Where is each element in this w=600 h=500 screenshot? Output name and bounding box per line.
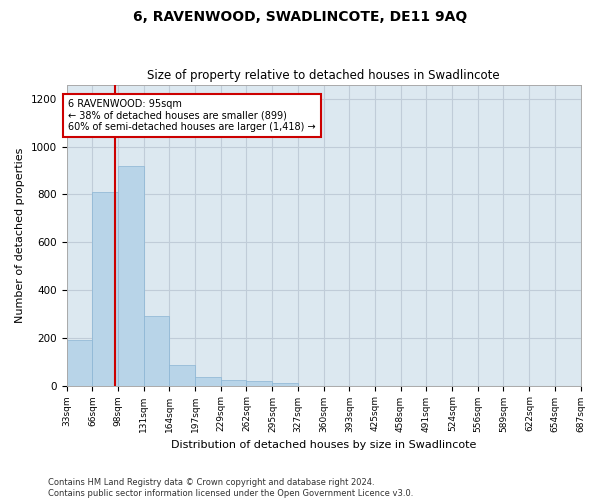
Text: Contains HM Land Registry data © Crown copyright and database right 2024.
Contai: Contains HM Land Registry data © Crown c… [48,478,413,498]
Bar [221,380,247,386]
X-axis label: Distribution of detached houses by size in Swadlincote: Distribution of detached houses by size … [171,440,476,450]
Bar [92,192,118,386]
Bar [143,316,169,386]
Title: Size of property relative to detached houses in Swadlincote: Size of property relative to detached ho… [147,69,500,82]
Text: 6 RAVENWOOD: 95sqm
← 38% of detached houses are smaller (899)
60% of semi-detach: 6 RAVENWOOD: 95sqm ← 38% of detached hou… [68,99,316,132]
Y-axis label: Number of detached properties: Number of detached properties [15,148,25,323]
Bar [169,364,196,386]
Bar [67,340,92,386]
Text: 6, RAVENWOOD, SWADLINCOTE, DE11 9AQ: 6, RAVENWOOD, SWADLINCOTE, DE11 9AQ [133,10,467,24]
Bar [196,377,221,386]
Bar [118,166,143,386]
Bar [272,382,298,386]
Bar [247,382,272,386]
